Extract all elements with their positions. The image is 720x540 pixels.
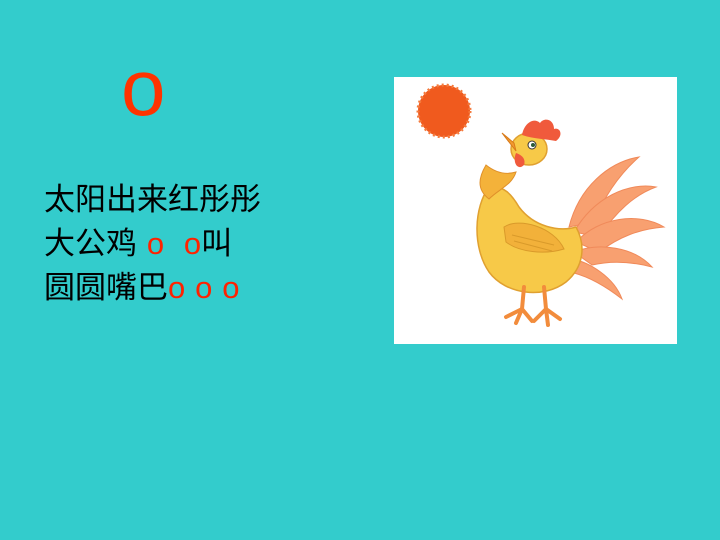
sun-icon (418, 85, 470, 137)
poem-line-1: 太阳出来红彤彤 (44, 182, 261, 218)
rooster-sun-drawing (416, 83, 666, 327)
letter-o: o (168, 270, 186, 305)
poem-line-3-text: 圆圆嘴巴 (44, 270, 168, 306)
letter-o: o (195, 270, 213, 305)
rooster-comb (522, 119, 561, 141)
rooster-legs (504, 285, 562, 327)
poem-line-2-text: 大公鸡 (44, 226, 137, 262)
letter-o: o (183, 226, 202, 261)
letter-o: o (222, 270, 240, 305)
poem-line-2-end: 叫 (201, 226, 233, 262)
letter-o: o (146, 226, 165, 261)
rooster-illustration (394, 77, 677, 344)
poem-line-2: 大公鸡 o o叫 (44, 222, 261, 266)
rooster-tail (568, 156, 666, 301)
poem: 太阳出来红彤彤 大公鸡 o o叫 圆圆嘴巴o o o (44, 178, 261, 310)
poem-line-3: 圆圆嘴巴o o o (44, 266, 261, 310)
letter-o-heading: o (121, 43, 166, 132)
